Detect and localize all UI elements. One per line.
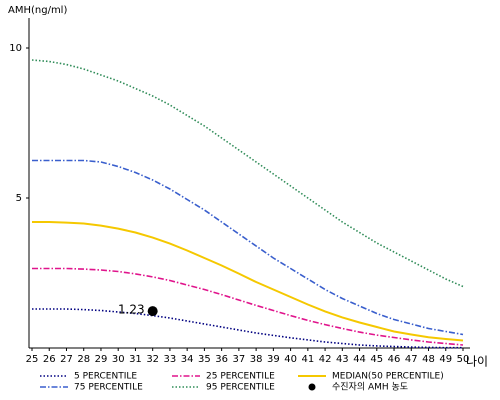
- y-tick-label: 5: [16, 193, 22, 204]
- data-point: [147, 306, 158, 317]
- y-tick-label: 10: [9, 43, 22, 54]
- legend-label: 5 PERCENTILE: [74, 372, 137, 382]
- legend-label: MEDIAN(50 PERCENTILE): [332, 372, 444, 382]
- x-axis-label: 나이: [466, 355, 488, 369]
- x-tick-label: 33: [164, 354, 177, 365]
- x-tick-label: 48: [422, 354, 435, 365]
- x-tick-label: 30: [112, 354, 125, 365]
- legend-label: 75 PERCENTILE: [74, 383, 143, 393]
- series-line: [31, 59, 464, 288]
- y-axis-label: AMH(ng/ml): [8, 5, 67, 16]
- legend-swatch: [308, 383, 316, 391]
- x-tick-label: 43: [336, 354, 349, 365]
- legend-label: 95 PERCENTILE: [206, 383, 275, 393]
- x-tick-label: 35: [198, 354, 211, 365]
- x-tick-label: 38: [250, 354, 263, 365]
- legend-label: 수진자의 AMH 농도: [332, 382, 408, 393]
- x-tick-label: 26: [43, 354, 56, 365]
- x-tick-label: 39: [267, 354, 280, 365]
- data-label: 1.23: [118, 303, 145, 317]
- x-tick-label: 49: [439, 354, 452, 365]
- x-tick-label: 36: [215, 354, 228, 365]
- x-tick-label: 37: [233, 354, 246, 365]
- series-line: [32, 221, 464, 342]
- x-tick-label: 31: [129, 354, 142, 365]
- series-line: [32, 308, 463, 349]
- series-line: [32, 159, 464, 336]
- x-tick-label: 40: [284, 354, 297, 365]
- x-tick-label: 44: [353, 354, 366, 365]
- x-tick-label: 42: [319, 354, 332, 365]
- x-tick-label: 34: [181, 354, 194, 365]
- x-tick-label: 50: [457, 354, 470, 365]
- x-tick-label: 28: [77, 354, 90, 365]
- x-tick-label: 25: [26, 354, 39, 365]
- x-tick-label: 41: [301, 354, 314, 365]
- x-tick-label: 32: [146, 354, 159, 365]
- x-tick-label: 46: [388, 354, 401, 365]
- series-line: [32, 267, 464, 346]
- legend-label: 25 PERCENTILE: [206, 372, 275, 382]
- x-tick-label: 27: [60, 354, 73, 365]
- x-tick-label: 29: [95, 354, 108, 365]
- x-tick-label: 47: [405, 354, 418, 365]
- x-tick-label: 45: [370, 354, 383, 365]
